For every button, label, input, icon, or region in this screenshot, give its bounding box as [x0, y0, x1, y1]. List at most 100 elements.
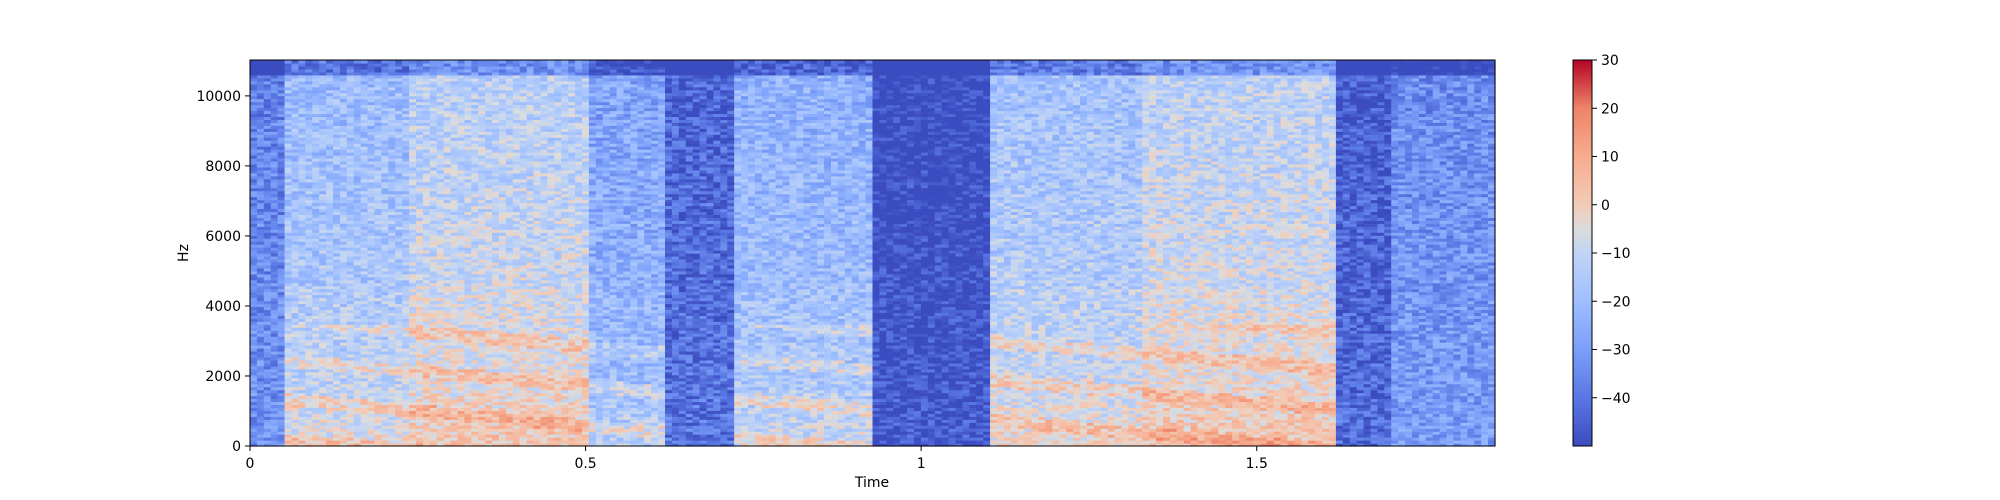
spectrogram-cell — [277, 250, 286, 254]
spectrogram-cell — [319, 324, 327, 328]
spectrogram-cell — [277, 143, 286, 147]
spectrogram-cell — [270, 276, 279, 281]
spectrogram-cell — [298, 315, 306, 319]
spectrogram-cell — [284, 116, 293, 120]
spectrogram-cell — [312, 140, 320, 144]
spectrogram-cell — [305, 303, 313, 308]
spectrogram-cell — [250, 235, 258, 239]
spectrogram-cell — [277, 110, 286, 115]
spectrogram-cell — [312, 190, 320, 195]
spectrogram-cell — [284, 276, 293, 281]
spectrogram-cell — [291, 413, 300, 417]
spectrogram-cell — [256, 410, 265, 414]
spectrogram-cell — [263, 294, 272, 299]
spectrogram-cell — [250, 220, 258, 224]
spectrogram-cell — [263, 270, 272, 275]
spectrogram-cell — [277, 181, 286, 186]
spectrogram-cell — [284, 77, 293, 82]
spectrogram-cell — [312, 255, 320, 260]
spectrogram-cell — [277, 386, 286, 391]
spectrogram-cell — [305, 86, 313, 91]
spectrogram-cell — [277, 419, 286, 423]
spectrogram-cell — [256, 419, 265, 423]
spectrogram-cell — [263, 193, 272, 198]
spectrogram-cell — [326, 327, 334, 331]
spectrogram-cell — [277, 214, 286, 218]
spectrogram-cell — [270, 241, 279, 245]
spectrogram-cell — [256, 235, 265, 239]
spectrogram-cell — [250, 247, 258, 251]
spectrogram-cell — [263, 202, 272, 207]
spectrogram-cell — [256, 122, 265, 126]
spectrogram-cell — [277, 77, 286, 82]
spectrogram-cell — [250, 140, 258, 144]
spectrogram-cell — [256, 282, 265, 287]
spectrogram-cell — [312, 235, 320, 239]
spectrogram-cell — [270, 413, 279, 417]
spectrogram-cell — [305, 294, 313, 299]
spectrogram-cell — [305, 178, 313, 183]
spectrogram-cell — [312, 178, 320, 183]
spectrogram-cell — [312, 279, 320, 284]
spectrogram-cell — [312, 389, 320, 394]
spectrogram-cell — [270, 110, 279, 115]
spectrogram-cell — [319, 202, 327, 207]
spectrogram-cell — [305, 356, 313, 361]
spectrogram-cell — [270, 416, 279, 420]
spectrogram-cell — [250, 65, 258, 70]
spectrogram-cell — [270, 247, 279, 251]
spectrogram-cell — [256, 143, 265, 147]
spectrogram-cell — [305, 413, 313, 417]
spectrogram-cell — [263, 336, 272, 340]
spectrogram-cell — [284, 152, 293, 156]
spectrogram-cell — [291, 181, 300, 186]
spectrogram-cell — [305, 368, 313, 373]
spectrogram-cell — [305, 101, 313, 106]
spectrogram-cell — [263, 306, 272, 311]
spectrogram-cell — [319, 404, 327, 408]
spectrogram-cell — [312, 410, 320, 414]
spectrogram-cell — [305, 238, 313, 242]
spectrogram-cell — [319, 89, 327, 94]
spectrogram-cell — [291, 431, 300, 435]
spectrogram-cell — [326, 401, 334, 406]
spectrogram-cell — [298, 113, 306, 118]
spectrogram-cell — [263, 288, 272, 293]
spectrogram-cell — [263, 300, 272, 305]
spectrogram-cell — [263, 401, 272, 406]
spectrogram-cell — [284, 241, 293, 245]
spectrogram-cell — [291, 401, 300, 406]
spectrogram-cell — [319, 217, 327, 221]
spectrogram-cell — [263, 250, 272, 254]
spectrogram-cell — [270, 175, 279, 180]
spectrogram-cell — [277, 330, 286, 334]
spectrogram-cell — [284, 425, 293, 429]
spectrogram-cell — [422, 60, 431, 64]
spectrogram-cell — [298, 226, 306, 230]
spectrogram-cell — [277, 294, 286, 299]
spectrogram-cell — [298, 297, 306, 302]
spectrogram-cell — [263, 247, 272, 251]
spectrogram-cell — [312, 253, 320, 257]
spectrogram-cell — [263, 410, 272, 414]
spectrogram-cell — [298, 83, 306, 88]
spectrogram-cell — [284, 362, 293, 367]
spectrogram-cell — [277, 342, 286, 346]
spectrogram-cell — [298, 86, 306, 91]
spectrogram-cell — [305, 419, 313, 423]
spectrogram-cell — [305, 345, 313, 349]
spectrogram-cell — [270, 217, 279, 221]
spectrogram-cell — [277, 288, 286, 293]
spectrogram-cell — [250, 362, 258, 367]
spectrogram-cell — [284, 282, 293, 287]
spectrogram-cell — [256, 273, 265, 278]
spectrogram-cell — [312, 244, 320, 248]
spectrogram-cell — [250, 229, 258, 233]
spectrogram-cell — [256, 401, 265, 406]
spectrogram-cell — [291, 407, 300, 411]
spectrogram-cell — [305, 202, 313, 207]
spectrogram-cell — [277, 175, 286, 180]
spectrogram-cell — [256, 178, 265, 183]
spectrogram-cell — [270, 404, 279, 408]
spectrogram-cell — [277, 368, 286, 373]
